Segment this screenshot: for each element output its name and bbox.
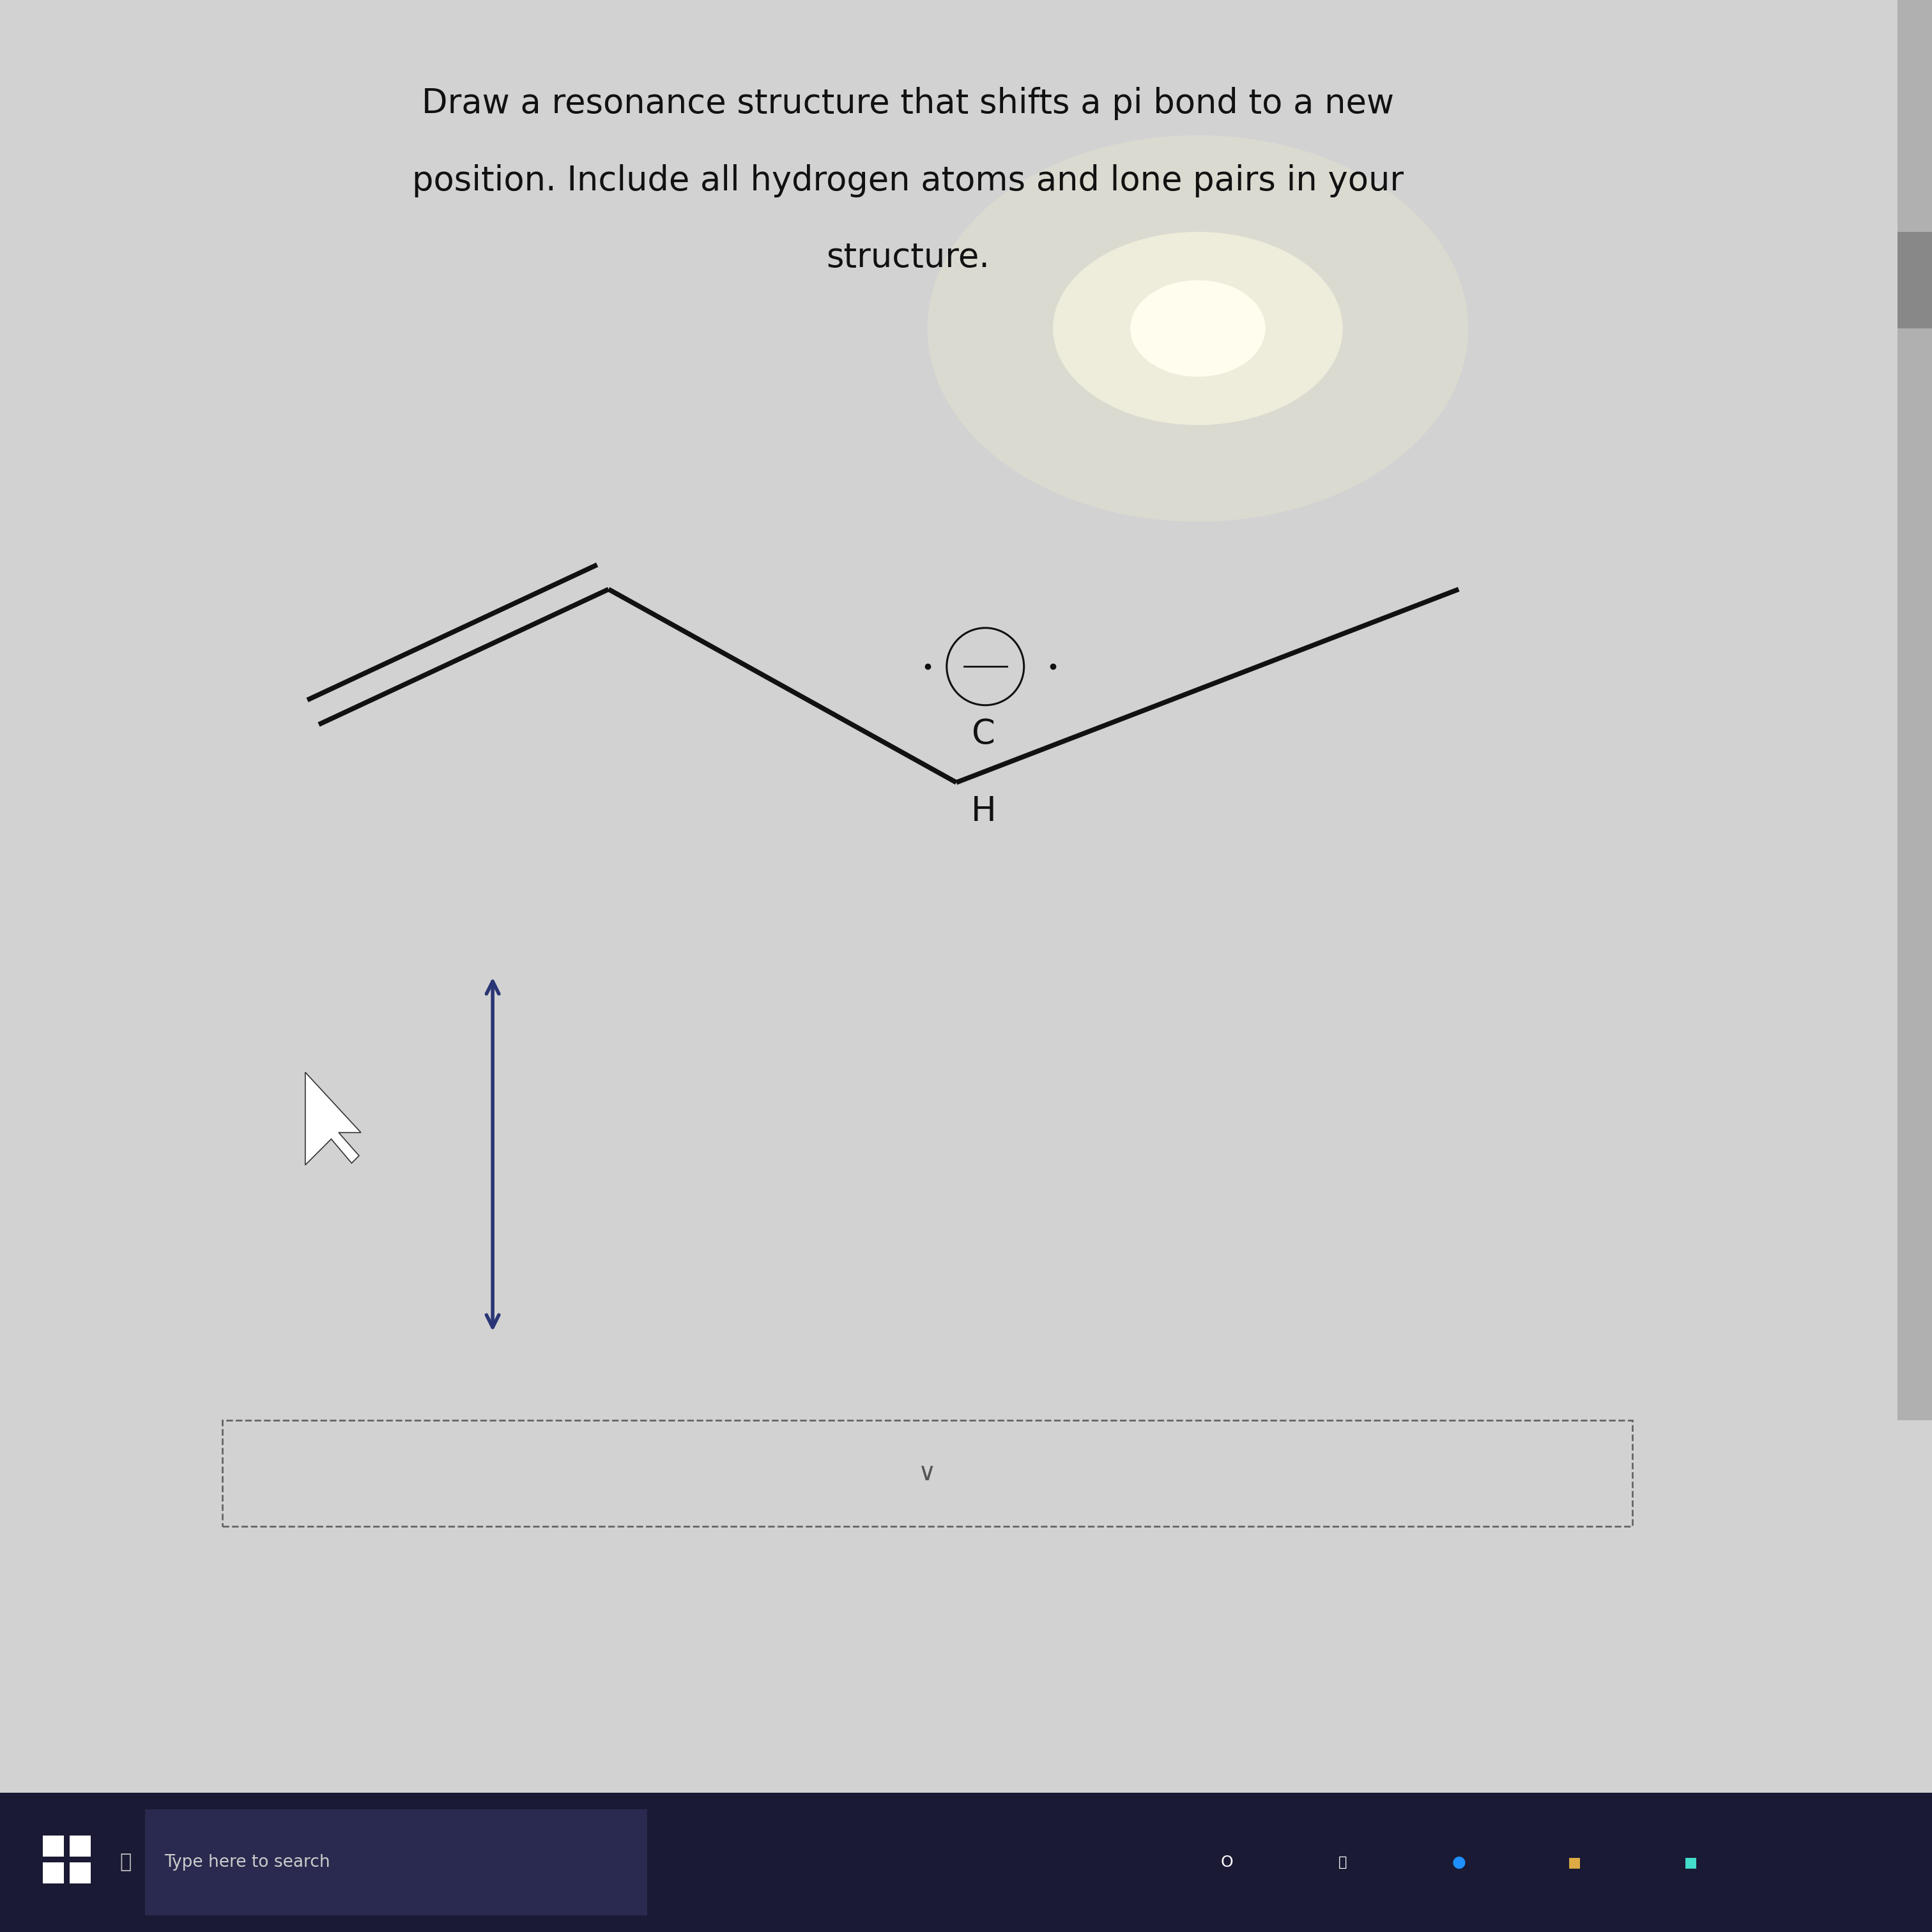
Text: Type here to search: Type here to search: [164, 1855, 330, 1870]
Ellipse shape: [1053, 232, 1343, 425]
Text: 直: 直: [1339, 1857, 1347, 1868]
Bar: [145, 1810, 647, 1915]
Text: ∨: ∨: [918, 1461, 937, 1486]
Text: ⌕: ⌕: [120, 1853, 131, 1872]
Bar: [43, 1835, 64, 1857]
Bar: [0, 1793, 1932, 1932]
Text: ■: ■: [1685, 1857, 1696, 1868]
Bar: [1897, 0, 1932, 1420]
Bar: [43, 1862, 64, 1884]
Text: Draw a resonance structure that shifts a pi bond to a new: Draw a resonance structure that shifts a…: [421, 87, 1395, 120]
Text: C: C: [972, 717, 995, 752]
Text: structure.: structure.: [827, 241, 989, 274]
Text: ●: ●: [1451, 1855, 1466, 1870]
Bar: [70, 1862, 91, 1884]
Text: position. Include all hydrogen atoms and lone pairs in your: position. Include all hydrogen atoms and…: [412, 164, 1405, 197]
Bar: [1897, 232, 1932, 328]
Polygon shape: [305, 1072, 361, 1165]
Ellipse shape: [927, 135, 1468, 522]
Text: O: O: [1221, 1855, 1233, 1870]
Bar: [222, 1420, 1633, 1526]
Text: ■: ■: [1569, 1857, 1580, 1868]
Ellipse shape: [1130, 280, 1265, 377]
Text: H: H: [970, 794, 997, 829]
Bar: [70, 1835, 91, 1857]
